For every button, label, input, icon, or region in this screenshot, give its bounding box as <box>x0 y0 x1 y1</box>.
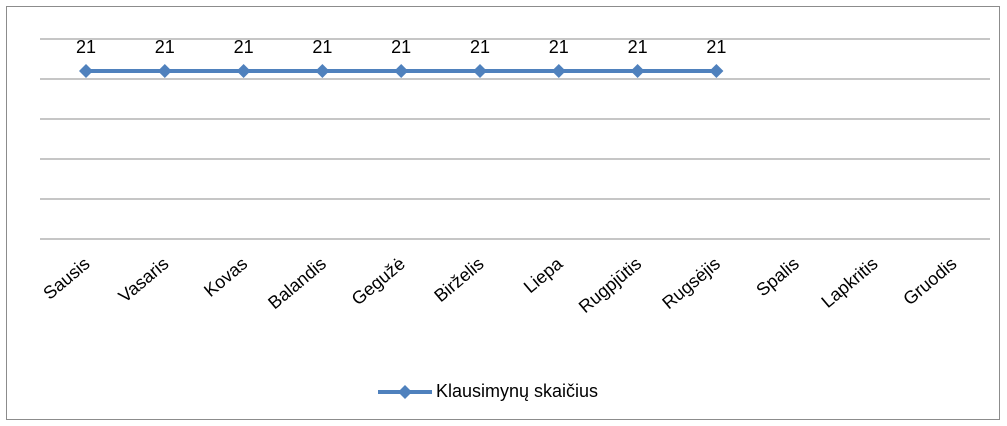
data-point <box>473 64 487 78</box>
data-point <box>236 64 251 78</box>
data-point <box>394 64 409 78</box>
data-label: 21 <box>155 37 175 57</box>
data-label: 21 <box>470 37 490 57</box>
data-point <box>157 64 172 78</box>
data-label: 21 <box>234 37 254 57</box>
data-point <box>630 64 645 78</box>
data-label: 21 <box>76 37 96 57</box>
data-label: 21 <box>312 37 332 57</box>
data-point <box>79 64 93 78</box>
chart-border <box>6 6 1000 420</box>
legend-label: Klausimynų skaičius <box>436 381 598 401</box>
data-label: 21 <box>549 37 569 57</box>
data-label: 21 <box>391 37 411 57</box>
data-point <box>551 64 566 78</box>
legend-marker <box>398 385 412 399</box>
data-point <box>709 64 724 78</box>
data-label: 21 <box>628 37 648 57</box>
data-label: 21 <box>706 37 726 57</box>
data-point <box>315 64 330 78</box>
